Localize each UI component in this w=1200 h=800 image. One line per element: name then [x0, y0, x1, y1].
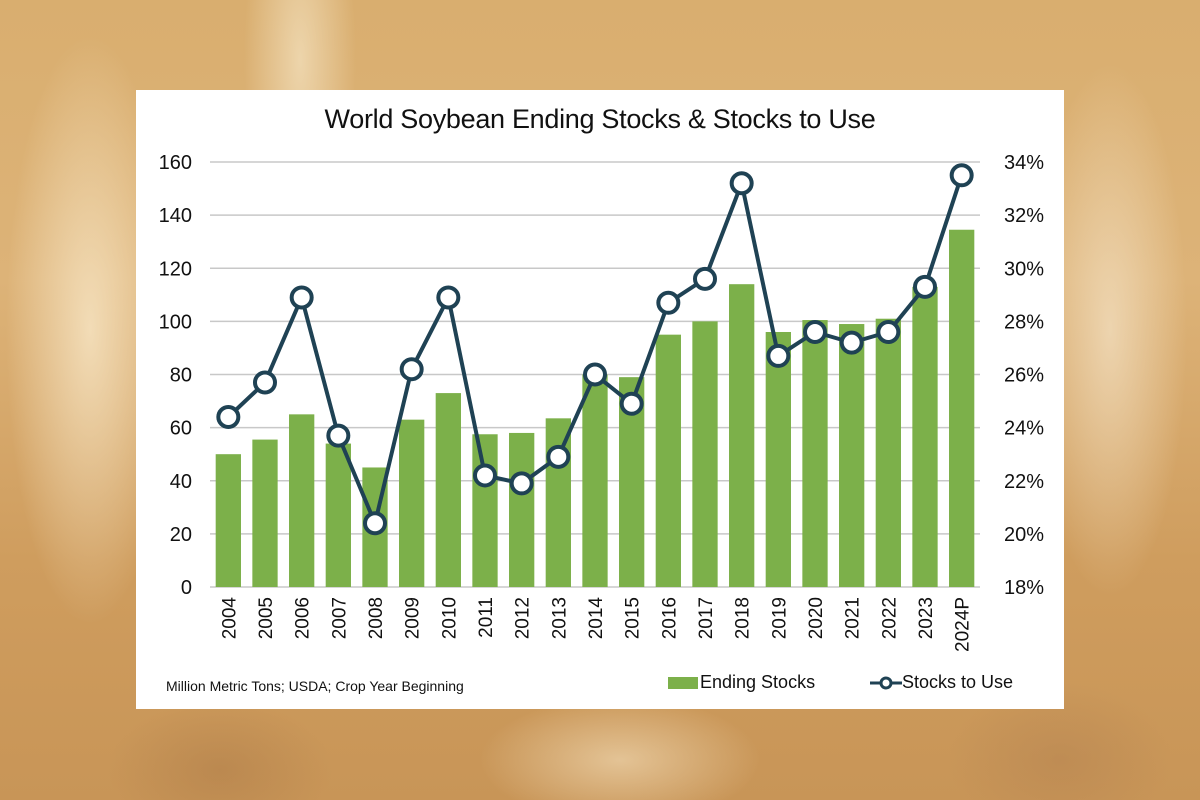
- bar-ending-stocks: [912, 286, 938, 587]
- line-marker: [656, 290, 681, 315]
- y-axis-tick-label: 100: [159, 311, 192, 333]
- bar-ending-stocks: [325, 443, 351, 587]
- bar-ending-stocks: [472, 434, 498, 587]
- x-axis-category-label: 2009: [403, 597, 424, 639]
- y2-axis-tick-label: 18%: [1004, 577, 1044, 599]
- bar-ending-stocks: [252, 439, 278, 587]
- y2-axis-tick-label: 32%: [1004, 205, 1044, 227]
- line-marker-swatch-icon: [870, 676, 902, 689]
- x-axis-category-label: 2021: [843, 597, 864, 639]
- chart-title: World Soybean Ending Stocks & Stocks to …: [324, 104, 876, 134]
- bar-ending-stocks: [729, 284, 755, 587]
- x-axis-category-label: 2015: [623, 597, 644, 639]
- bar-ending-stocks: [875, 318, 901, 587]
- x-axis-category-label: 2006: [293, 597, 314, 639]
- bar-ending-stocks: [215, 454, 241, 587]
- chart-plot-area: 0 20 40 60 80 100 120 140 160 18% 20% 22% 24% 26% 28% 3…: [159, 152, 1045, 652]
- bar-ending-stocks: [399, 419, 425, 587]
- line-marker: [289, 285, 314, 310]
- y-axis-tick-label: 60: [170, 418, 192, 440]
- x-axis-category-label: 2022: [879, 597, 900, 639]
- x-axis-category-label: 2024P: [953, 597, 974, 652]
- x-axis-category-label: 2016: [659, 597, 680, 639]
- bar-ending-stocks: [692, 321, 718, 587]
- chart-card: World Soybean Ending Stocks & Stocks to …: [136, 90, 1064, 709]
- line-marker: [583, 362, 607, 387]
- line-marker: [949, 163, 974, 188]
- y-axis-tick-label: 140: [159, 205, 192, 227]
- bar-ending-stocks: [802, 320, 828, 587]
- x-axis-category-label: 2005: [256, 597, 277, 639]
- line-marker: [473, 463, 497, 488]
- y-axis-tick-label: 20: [170, 524, 192, 546]
- x-axis-category-label: 2019: [769, 597, 790, 639]
- y2-axis-tick-label: 34%: [1004, 152, 1044, 174]
- line-marker: [326, 423, 351, 448]
- line-marker: [766, 343, 791, 368]
- line-marker: [693, 266, 717, 291]
- x-axis-category-label: 2007: [329, 597, 350, 639]
- x-axis-category-label: 2017: [696, 597, 717, 639]
- x-axis-category-label: 2012: [513, 597, 534, 639]
- bar-ending-stocks: [435, 393, 461, 587]
- x-axis-category-label: 2023: [916, 597, 937, 639]
- y-axis-tick-label: 160: [159, 152, 192, 174]
- x-axis-category-label: 2013: [549, 597, 570, 639]
- y2-axis-tick-label: 28%: [1004, 311, 1044, 333]
- x-axis-category-label: 2011: [476, 597, 497, 638]
- y2-axis-tick-label: 24%: [1004, 418, 1044, 440]
- y2-axis-tick-label: 30%: [1004, 258, 1044, 280]
- chart-footnote: Million Metric Tons; USDA; Crop Year Beg…: [166, 678, 464, 694]
- bar-ending-stocks: [289, 414, 315, 587]
- line-marker: [363, 511, 387, 536]
- line-marker: [509, 471, 534, 496]
- bar-ending-stocks: [765, 332, 791, 587]
- x-axis-category-label: 2014: [586, 597, 607, 640]
- line-marker: [803, 320, 827, 344]
- line-marker: [546, 444, 571, 469]
- y2-axis-tick-label: 26%: [1004, 365, 1044, 387]
- line-marker: [436, 285, 461, 310]
- y-axis-tick-label: 40: [170, 471, 192, 493]
- line-marker: [216, 405, 241, 429]
- line-marker: [253, 370, 277, 395]
- x-axis-category-label: 2004: [219, 597, 240, 640]
- x-axis-category-label: 2008: [366, 597, 387, 639]
- legend-stocks-to-use: Stocks to Use: [870, 672, 1013, 693]
- bar-ending-stocks: [545, 418, 571, 587]
- bar-swatch-icon: [668, 676, 698, 689]
- line-marker: [399, 357, 424, 382]
- bar-ending-stocks: [655, 334, 681, 587]
- x-axis-category-label: 2010: [439, 597, 460, 639]
- bar-ending-stocks: [839, 324, 865, 587]
- y2-axis-tick-label: 20%: [1004, 524, 1044, 546]
- legend-ending-stocks: Ending Stocks: [668, 672, 815, 693]
- line-marker: [839, 330, 864, 355]
- bar-ending-stocks: [582, 374, 608, 587]
- y-axis-tick-label: 0: [181, 577, 192, 599]
- y-axis-tick-label: 120: [159, 258, 192, 280]
- bar-ending-stocks: [509, 432, 535, 587]
- x-axis-category-label: 2018: [733, 597, 754, 639]
- y-axis-tick-label: 80: [170, 365, 192, 387]
- legend-label: Ending Stocks: [700, 672, 816, 692]
- legend-label: Stocks to Use: [902, 672, 1014, 692]
- x-axis-category-label: 2020: [806, 597, 827, 639]
- line-marker: [619, 391, 644, 416]
- line-marker: [913, 274, 937, 299]
- line-marker: [729, 171, 754, 196]
- y2-axis-tick-label: 22%: [1004, 471, 1044, 493]
- line-marker: [876, 320, 901, 344]
- bar-ending-stocks: [949, 229, 975, 587]
